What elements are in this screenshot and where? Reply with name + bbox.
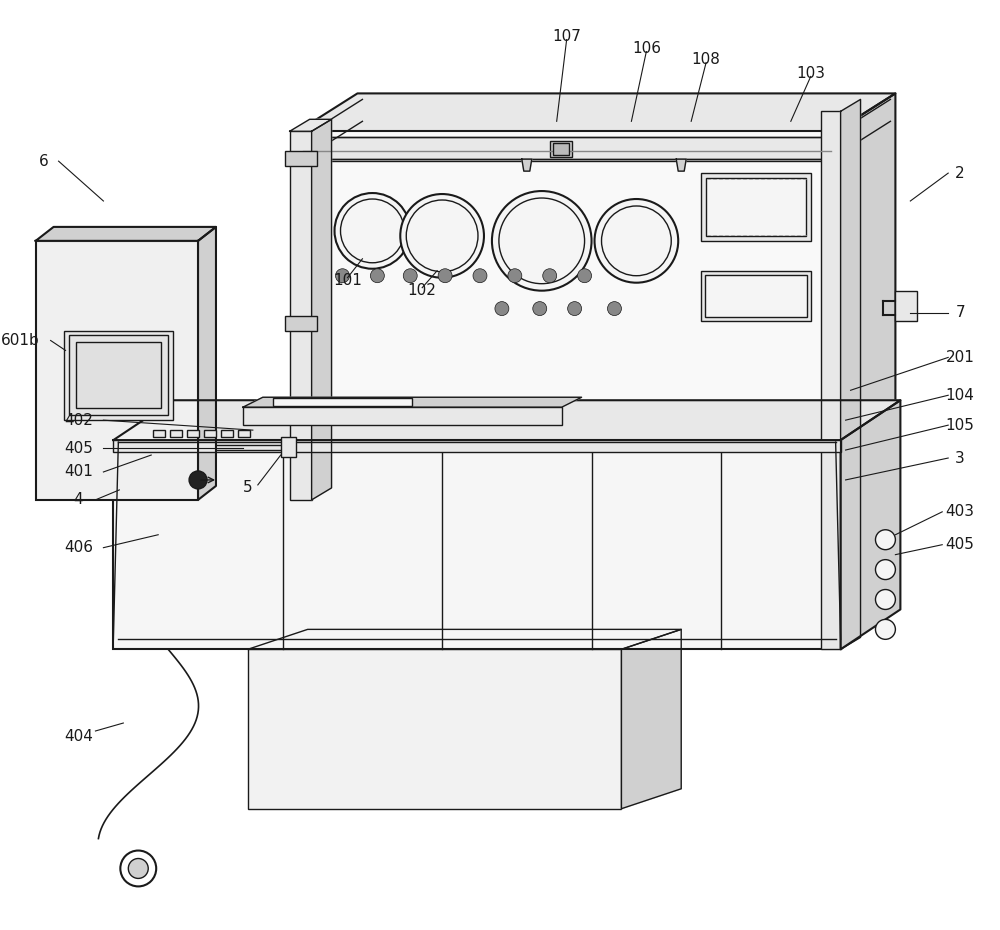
Polygon shape [621, 630, 681, 809]
Circle shape [533, 301, 547, 315]
Circle shape [495, 301, 509, 315]
Circle shape [595, 199, 678, 283]
Bar [285, 315, 317, 330]
Bar [64, 330, 173, 420]
Bar [204, 431, 216, 437]
Bar [821, 112, 841, 649]
Bar [895, 291, 917, 321]
Circle shape [607, 301, 621, 315]
Text: 104: 104 [946, 388, 975, 403]
Circle shape [875, 619, 895, 639]
Bar [113, 440, 841, 452]
Circle shape [602, 206, 671, 275]
Polygon shape [290, 119, 332, 131]
Text: 406: 406 [64, 540, 93, 555]
Polygon shape [198, 227, 216, 499]
Circle shape [189, 471, 207, 489]
Text: 101: 101 [333, 273, 362, 288]
Bar [243, 407, 562, 425]
Circle shape [499, 198, 585, 284]
Bar [76, 342, 161, 408]
Text: 108: 108 [692, 52, 721, 67]
Polygon shape [522, 159, 532, 171]
Text: 404: 404 [64, 729, 93, 745]
Polygon shape [312, 119, 332, 499]
Text: 401: 401 [64, 464, 93, 480]
Text: 2: 2 [955, 166, 965, 180]
Polygon shape [841, 400, 900, 649]
Bar [238, 431, 250, 437]
Text: 405: 405 [64, 441, 93, 456]
Bar [553, 143, 569, 155]
Bar [273, 398, 412, 406]
Circle shape [128, 858, 148, 879]
Bar [285, 152, 317, 166]
Text: 103: 103 [796, 66, 825, 81]
Circle shape [543, 269, 557, 283]
Polygon shape [676, 159, 686, 171]
Polygon shape [841, 100, 861, 649]
Polygon shape [36, 227, 216, 241]
Bar [705, 274, 807, 316]
Text: 107: 107 [552, 29, 581, 44]
Circle shape [335, 193, 410, 269]
Circle shape [508, 269, 522, 283]
Text: 102: 102 [408, 283, 437, 299]
Bar [303, 138, 831, 159]
Bar [170, 431, 182, 437]
Bar [113, 440, 841, 649]
Bar [69, 336, 168, 415]
Text: 402: 402 [64, 413, 93, 428]
Circle shape [568, 301, 582, 315]
Polygon shape [248, 630, 681, 649]
Bar [550, 141, 572, 157]
Polygon shape [113, 400, 900, 440]
Bar [706, 178, 806, 236]
Polygon shape [836, 93, 895, 450]
Circle shape [473, 269, 487, 283]
Polygon shape [298, 93, 895, 131]
Circle shape [120, 851, 156, 886]
Bar [701, 271, 811, 321]
Text: 6: 6 [39, 153, 49, 168]
Circle shape [438, 269, 452, 283]
Bar [36, 241, 198, 499]
Circle shape [492, 191, 592, 291]
Circle shape [400, 194, 484, 278]
Circle shape [336, 269, 349, 283]
Text: 106: 106 [632, 41, 661, 56]
Bar [298, 131, 836, 450]
Circle shape [875, 530, 895, 550]
Text: 3: 3 [955, 450, 965, 466]
Text: 403: 403 [946, 504, 975, 519]
Circle shape [370, 269, 384, 283]
Bar [153, 431, 165, 437]
Circle shape [875, 590, 895, 609]
Circle shape [403, 269, 417, 283]
Text: 105: 105 [946, 418, 975, 432]
Text: 201: 201 [946, 350, 975, 365]
Circle shape [578, 269, 592, 283]
Text: 4: 4 [74, 492, 83, 508]
Text: 405: 405 [946, 538, 975, 552]
Bar [701, 173, 811, 241]
Text: 7: 7 [955, 305, 965, 320]
Bar [221, 431, 233, 437]
Circle shape [875, 560, 895, 579]
Bar [187, 431, 199, 437]
Bar [248, 649, 621, 809]
Bar [281, 437, 296, 457]
Text: 601b: 601b [1, 333, 40, 348]
Text: 5: 5 [243, 481, 253, 496]
Circle shape [406, 200, 478, 272]
Bar [290, 131, 312, 499]
Circle shape [341, 199, 404, 263]
Polygon shape [243, 397, 582, 407]
